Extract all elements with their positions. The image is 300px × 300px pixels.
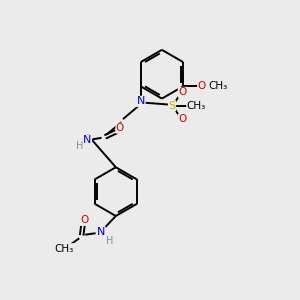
Text: O: O xyxy=(178,87,187,97)
Text: H: H xyxy=(76,141,83,152)
Text: CH₃: CH₃ xyxy=(55,244,74,254)
Text: O: O xyxy=(178,114,187,124)
Text: O: O xyxy=(198,81,206,92)
Text: O: O xyxy=(116,123,124,133)
Text: CH₃: CH₃ xyxy=(208,81,227,92)
Text: N: N xyxy=(136,96,145,106)
Text: S: S xyxy=(168,101,175,111)
Text: CH₃: CH₃ xyxy=(187,101,206,111)
Text: H: H xyxy=(106,236,114,246)
Text: N: N xyxy=(83,135,92,145)
Text: N: N xyxy=(97,227,105,237)
Text: O: O xyxy=(80,215,89,225)
